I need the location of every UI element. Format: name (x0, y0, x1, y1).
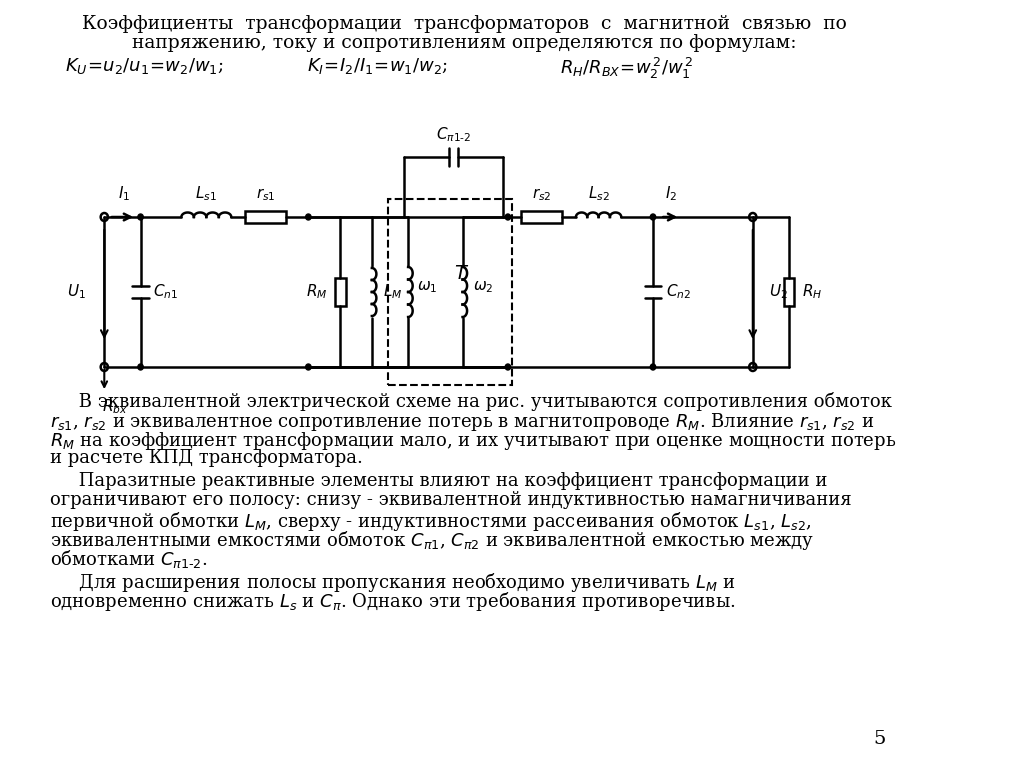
Circle shape (505, 214, 511, 220)
Text: 5: 5 (873, 730, 886, 748)
Circle shape (138, 214, 143, 220)
Text: $R_M$: $R_M$ (306, 283, 328, 301)
Text: $R_H$: $R_H$ (802, 283, 822, 301)
Text: $C_{n1}$: $C_{n1}$ (154, 283, 178, 301)
Text: Паразитные реактивные элементы влияют на коэффициент трансформации и: Паразитные реактивные элементы влияют на… (50, 472, 827, 490)
Text: $R_M$ на коэффициент трансформации мало, и их учитывают при оценке мощности поте: $R_M$ на коэффициент трансформации мало,… (50, 430, 896, 452)
Bar (388, 199, 512, 385)
Text: $C_{n2}$: $C_{n2}$ (666, 283, 691, 301)
Circle shape (138, 364, 143, 370)
Bar (245, 211, 286, 223)
Text: ограничивают его полосу: снизу - эквивалентной индуктивностью намагничивания: ограничивают его полосу: снизу - эквивал… (50, 491, 852, 509)
Text: $L_M$: $L_M$ (383, 283, 402, 301)
Text: $I_2$: $I_2$ (665, 184, 677, 203)
Bar (521, 211, 562, 223)
Text: $U_1$: $U_1$ (68, 283, 86, 301)
Text: и расчете КПД трансформатора.: и расчете КПД трансформатора. (50, 449, 362, 467)
Text: $T$: $T$ (454, 265, 469, 283)
Text: $L_{s2}$: $L_{s2}$ (588, 184, 609, 203)
Circle shape (650, 364, 655, 370)
Text: первичной обмотки $L_M$, сверху - индуктивностями рассеивания обмоток $L_{s1}$, : первичной обмотки $L_M$, сверху - индукт… (50, 510, 811, 533)
Text: $r_{s1}$, $r_{s2}$ и эквивалентное сопротивление потерь в магнитопроводе $R_M$. : $r_{s1}$, $r_{s2}$ и эквивалентное сопро… (50, 411, 874, 433)
Text: $r_{s2}$: $r_{s2}$ (532, 186, 552, 203)
Circle shape (505, 364, 511, 370)
Text: эквивалентными емкостями обмоток $C_{\pi1}$, $C_{\pi2}$ и эквивалентной емкостью: эквивалентными емкостями обмоток $C_{\pi… (50, 529, 814, 552)
Circle shape (650, 214, 655, 220)
Bar (783, 278, 795, 306)
Text: $K_U\!=\!u_2/u_1\!=\!w_2/w_1$;: $K_U\!=\!u_2/u_1\!=\!w_2/w_1$; (66, 56, 224, 76)
Circle shape (305, 214, 311, 220)
Text: $I_1$: $I_1$ (118, 184, 130, 203)
Text: $C_{\pi1\text{-}2}$: $C_{\pi1\text{-}2}$ (436, 125, 471, 144)
Text: $U_2$: $U_2$ (769, 283, 787, 301)
Text: $R_H/R_{BX}\!=\!w_2^{\,2}/w_1^{\,2}$: $R_H/R_{BX}\!=\!w_2^{\,2}/w_1^{\,2}$ (560, 56, 694, 81)
Circle shape (305, 364, 311, 370)
Text: $r_{s1}$: $r_{s1}$ (256, 186, 275, 203)
Bar (335, 278, 345, 306)
Text: Коэффициенты  трансформации  трансформаторов  с  магнитной  связью  по: Коэффициенты трансформации трансформатор… (82, 15, 847, 33)
Text: $\omega_2$: $\omega_2$ (473, 279, 494, 295)
Text: $\omega_1$: $\omega_1$ (417, 279, 437, 295)
Text: напряжению, току и сопротивлениям определяются по формулам:: напряжению, току и сопротивлениям опреде… (132, 34, 797, 52)
Text: Для расширения полосы пропускания необходимо увеличивать $L_M$ и: Для расширения полосы пропускания необхо… (50, 571, 735, 594)
Text: обмотками $C_{\pi1\text{-}2}$.: обмотками $C_{\pi1\text{-}2}$. (50, 548, 208, 570)
Text: В эквивалентной электрической схеме на рис. учитываются сопротивления обмоток: В эквивалентной электрической схеме на р… (50, 392, 892, 411)
Text: $L_{s1}$: $L_{s1}$ (196, 184, 217, 203)
Text: $K_I\!=\!I_2/I_1\!=\!w_1/w_2$;: $K_I\!=\!I_2/I_1\!=\!w_1/w_2$; (306, 56, 447, 76)
Text: одновременно снижать $L_s$ и $C_{\pi}$. Однако эти требования противоречивы.: одновременно снижать $L_s$ и $C_{\pi}$. … (50, 590, 735, 613)
Text: $R_{bx}$: $R_{bx}$ (101, 397, 127, 416)
